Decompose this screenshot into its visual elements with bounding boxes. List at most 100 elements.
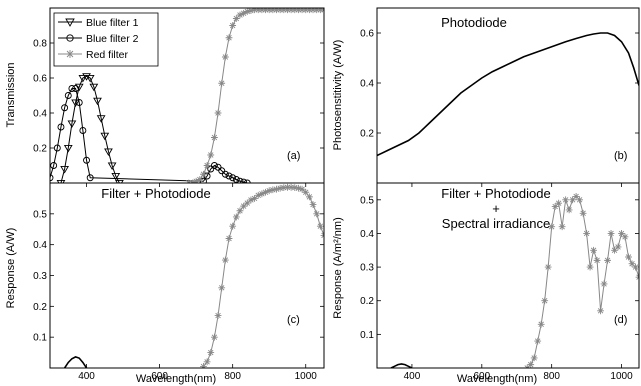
data-point [232, 213, 240, 221]
data-point [298, 8, 306, 14]
data-point [614, 243, 622, 251]
y-tick-label: 0.2 [360, 129, 374, 140]
panel-d-xlabel: Wavelength(nm) [457, 373, 537, 385]
y-tick-label: 0.1 [360, 330, 374, 341]
data-point [273, 8, 280, 14]
data-point [302, 188, 310, 196]
data-point [530, 354, 538, 362]
data-point [93, 97, 102, 106]
data-point [258, 190, 266, 198]
legend-entry-red-filter: Red filter [58, 49, 129, 61]
data-point [295, 184, 302, 192]
data-point [221, 256, 229, 264]
data-point [251, 8, 258, 14]
data-point [265, 187, 273, 195]
y-tick-label: 0.6 [360, 29, 374, 40]
panel-a-letter: (a) [287, 150, 300, 162]
legend-label: Blue filter 1 [86, 17, 139, 29]
data-point [207, 151, 215, 159]
y-tick-label: 0.5 [360, 195, 374, 206]
data-point [280, 8, 288, 14]
data-point [548, 223, 556, 231]
y-tick-label: 0.6 [33, 74, 47, 85]
data-point [565, 206, 573, 214]
data-point [214, 312, 222, 319]
data-point [210, 162, 218, 169]
data-point [82, 73, 91, 81]
data-point [89, 83, 99, 92]
panel-d-title-line3: Spectral irradiance [442, 216, 550, 231]
data-point [192, 177, 200, 183]
data-point [61, 104, 69, 112]
series-line [377, 32, 639, 157]
data-point [72, 85, 80, 92]
data-point [625, 253, 632, 261]
x-tick-label: 600 [473, 371, 490, 382]
data-point [600, 280, 608, 288]
data-point [243, 179, 251, 183]
data-point [218, 79, 226, 87]
data-point [79, 127, 87, 134]
panel-b-letter: (b) [614, 150, 627, 162]
panel-c-letter: (c) [287, 314, 300, 326]
x-tick-label: 400 [404, 371, 421, 382]
x-tick-label: 800 [224, 371, 241, 382]
data-point [111, 172, 121, 181]
data-point [240, 202, 248, 210]
data-point [236, 11, 244, 19]
data-point [199, 177, 207, 183]
data-point [243, 8, 251, 15]
data-point [211, 333, 218, 341]
data-point [50, 174, 54, 182]
series-layer [390, 193, 639, 368]
data-point [305, 8, 313, 14]
data-point [309, 8, 317, 14]
data-point [316, 8, 324, 14]
data-point [537, 320, 545, 328]
plot-area: 0.1 0.2 0.3 0.4 0.5 400 600 800 1000 [33, 182, 325, 382]
y-tick-label: 0.3 [360, 263, 374, 274]
data-point [579, 209, 587, 217]
series-line [50, 88, 248, 183]
data-point [632, 263, 639, 271]
data-point [214, 163, 222, 171]
data-point [86, 174, 94, 182]
data-point [229, 222, 237, 230]
data-point [558, 223, 566, 231]
panel-c-xlabel: Wavelength(nm) [136, 373, 216, 385]
data-point [75, 99, 83, 106]
y-tick-label: 0.3 [33, 271, 47, 282]
data-point [104, 148, 113, 156]
legend-entry-blue-filter-2: Blue filter 2 [58, 33, 139, 45]
data-point [96, 115, 106, 123]
data-point [67, 120, 77, 128]
triangle-down-marker-icon [65, 18, 75, 27]
data-point [63, 144, 73, 153]
data-point [604, 256, 611, 264]
data-point [276, 184, 284, 192]
data-point [618, 230, 625, 237]
data-point [247, 8, 255, 15]
data-point [273, 185, 280, 193]
data-point [586, 263, 594, 271]
data-point [611, 246, 618, 254]
data-point [572, 193, 580, 200]
y-tick-label: 0.2 [33, 302, 47, 313]
data-point [597, 307, 604, 315]
series-layer [377, 32, 639, 157]
data-point [68, 85, 76, 92]
data-point [534, 337, 542, 345]
data-point [56, 179, 66, 183]
data-point [225, 235, 233, 242]
data-point [313, 8, 321, 14]
data-point [628, 260, 636, 268]
x-tick-label: 800 [543, 371, 560, 382]
panel-d-spectral-response: 0.1 0.2 0.3 0.4 0.5 400 600 800 1000 Filter + Ph… [332, 182, 640, 385]
data-point [265, 8, 273, 14]
data-point [621, 233, 629, 241]
x-tick-label: 400 [78, 371, 95, 382]
data-point [218, 167, 226, 175]
data-point [211, 134, 218, 141]
series-layer [63, 183, 324, 368]
